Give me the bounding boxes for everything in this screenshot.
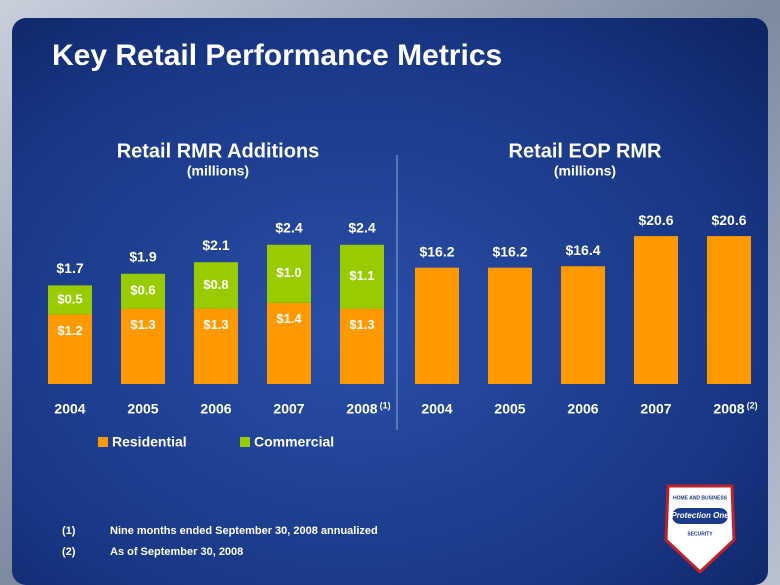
value-label: $1.1 [349,268,374,283]
bar-segment [340,308,384,384]
value-label: $1.3 [203,317,228,332]
bar [634,236,678,384]
footnote-ref: (2) [747,400,758,410]
value-label: $1.0 [276,265,301,280]
x-tick-label: 2004 [54,401,85,417]
value-label: $20.6 [711,212,746,228]
legend-swatch [240,437,250,447]
footnote-mark: (1) [62,525,76,537]
value-label: $0.8 [203,277,228,292]
total-label: $1.9 [129,249,156,265]
x-tick-label: 2007 [273,401,304,417]
x-tick-label: 2005 [127,401,158,417]
footnote-mark: (2) [62,546,76,558]
chart-title: Retail RMR Additions [117,140,320,162]
legend-label: Residential [112,434,187,450]
bar-segment [121,273,165,309]
legend-label: Commercial [254,434,334,450]
footnote-text: As of September 30, 2008 [110,546,243,558]
total-label: $2.1 [202,237,229,253]
chart-subtitle: (millions) [554,163,616,179]
bar-segment [194,262,238,309]
x-tick-label: 2008 [713,401,744,417]
bar [415,267,459,384]
bar-segment [48,285,92,315]
logo-text: Protection One [671,511,729,520]
total-label: $2.4 [348,220,375,236]
x-tick-label: 2006 [567,401,598,417]
chart-subtitle: (millions) [187,163,249,179]
value-label: $16.4 [565,242,600,258]
logo-shield [664,484,736,575]
x-tick-label: 2004 [421,401,452,417]
logo: HOME AND BUSINESS Protection One SECURIT… [664,484,736,575]
bar [561,266,605,384]
bar-segment [340,244,384,309]
bar [707,236,751,384]
logo-text: HOME AND BUSINESS [673,495,728,501]
bar-segment [267,302,311,384]
chart-title: Retail EOP RMR [509,140,663,162]
x-tick-label: 2006 [200,401,231,417]
logo-band [672,508,728,524]
slide-title: Key Retail Performance Metrics [52,39,502,72]
value-label: $1.3 [130,317,155,332]
x-tick-label: 2007 [640,401,671,417]
logo-text: SECURITY [687,531,713,537]
footnote-ref: (1) [380,400,391,410]
total-label: $1.7 [56,260,83,276]
bar-segment [267,244,311,303]
bar [488,267,532,384]
value-label: $1.2 [57,323,82,338]
value-label: $16.2 [492,243,527,259]
value-label: $1.4 [276,311,302,326]
panel [12,18,768,585]
value-label: $20.6 [638,212,673,228]
footnote-text: Nine months ended September 30, 2008 ann… [110,525,378,537]
legend-swatch [98,437,108,447]
value-label: $0.6 [130,283,155,298]
value-label: $0.5 [57,291,82,306]
bar-segment [48,314,92,384]
bar-segment [121,308,165,384]
value-label: $16.2 [419,243,454,259]
x-tick-label: 2005 [494,401,525,417]
x-tick-label: 2008 [346,401,377,417]
bar-segment [194,308,238,384]
total-label: $2.4 [275,220,302,236]
value-label: $1.3 [349,317,374,332]
